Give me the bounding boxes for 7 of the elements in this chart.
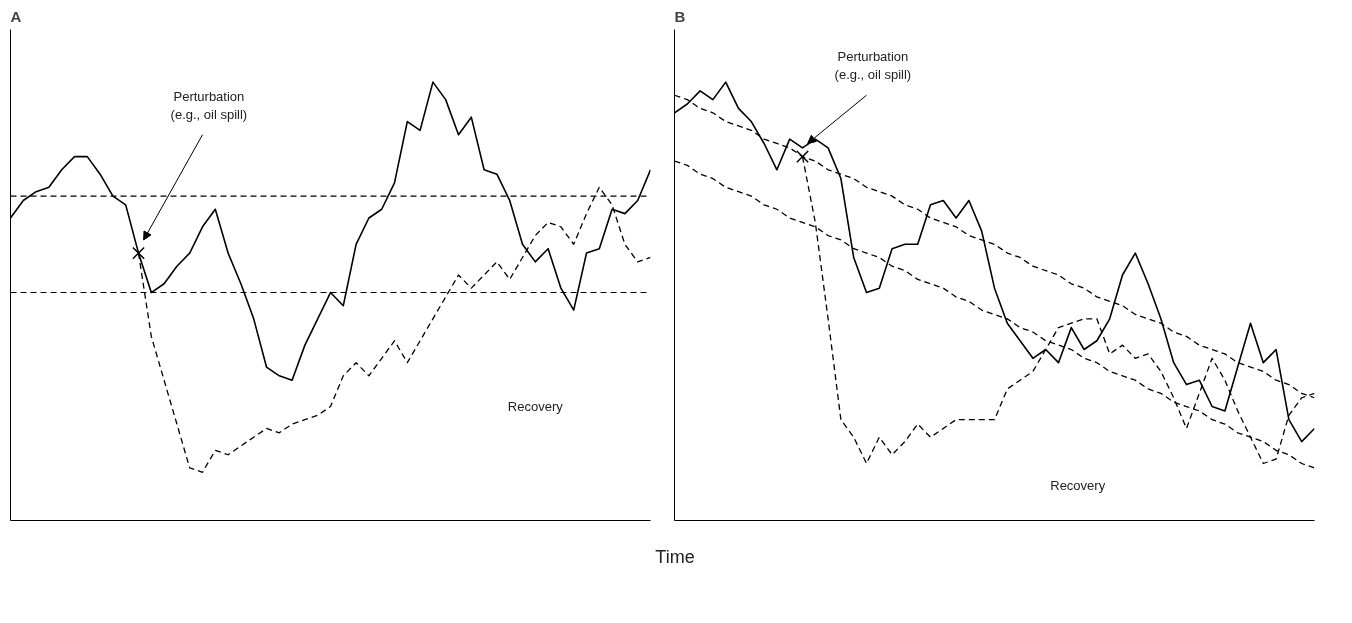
annotation: Recovery bbox=[507, 399, 564, 415]
chart-title: B bbox=[674, 7, 686, 25]
annotation: Perturbation (e.g., oil spill) bbox=[834, 49, 912, 83]
x-axis-title: Time bbox=[655, 546, 695, 569]
annotation: Recovery bbox=[1050, 477, 1106, 493]
annotation: Perturbation (e.g., oil spill) bbox=[170, 88, 248, 122]
chart-title: A bbox=[10, 7, 22, 25]
